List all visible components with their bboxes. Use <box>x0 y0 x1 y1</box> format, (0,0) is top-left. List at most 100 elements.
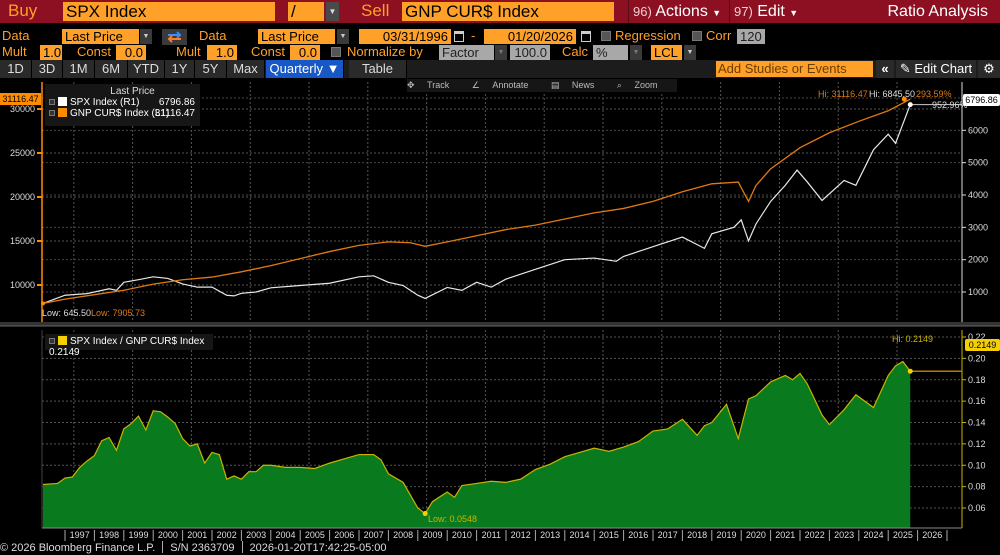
data2-dropdown-icon[interactable]: ▼ <box>337 29 349 44</box>
normalize-label: Normalize by <box>347 44 423 59</box>
calendar-icon[interactable] <box>581 31 591 42</box>
period-1m[interactable]: 1M <box>63 60 95 78</box>
spx-low-label: Low: 645.50 <box>42 308 92 318</box>
svg-text:15000: 15000 <box>10 236 35 246</box>
sell-security-input[interactable]: GNP CUR$ Index <box>402 2 614 21</box>
actions-menu[interactable]: 96) Actions ▼ <box>628 0 728 23</box>
svg-text:0.20: 0.20 <box>968 353 986 363</box>
edit-menu[interactable]: 97) Edit ▼ <box>729 0 804 23</box>
frequency-select[interactable]: Quarterly ▼ <box>266 60 344 78</box>
svg-text:0.18: 0.18 <box>968 375 986 385</box>
const2-label: Const <box>251 44 285 59</box>
svg-text:2025: 2025 <box>893 530 913 540</box>
svg-text:2014: 2014 <box>569 530 589 540</box>
svg-text:2012: 2012 <box>511 530 531 540</box>
swap-securities-button[interactable] <box>162 29 187 45</box>
legend-item-gnp[interactable]: GNP CUR$ Index (L1) 31116.47 <box>49 108 196 119</box>
svg-text:0.12: 0.12 <box>968 439 986 449</box>
header-bar: Buy SPX Index / ▼ Sell GNP CUR$ Index 96… <box>0 0 1000 23</box>
normalize-method-select[interactable]: Factor <box>439 45 494 60</box>
gnp-change-label: 293.59% <box>916 89 952 99</box>
period-6m[interactable]: 6M <box>95 60 128 78</box>
currency-select[interactable]: LCL <box>651 45 682 60</box>
chevron-down-icon: ▼ <box>712 8 722 18</box>
corr-window-input[interactable]: 120 <box>737 29 765 44</box>
buy-label: Buy <box>8 1 38 20</box>
news-icon: ▤ <box>550 80 562 90</box>
buy-security-input[interactable]: SPX Index <box>63 2 275 21</box>
gnp-high-label: Hi: 31116.47 <box>818 89 868 99</box>
period-3d[interactable]: 3D <box>32 60 63 78</box>
mult1-label: Mult <box>2 44 27 59</box>
period-1d[interactable]: 1D <box>0 60 32 78</box>
svg-text:6000: 6000 <box>968 125 988 135</box>
svg-text:2000: 2000 <box>158 530 178 540</box>
svg-text:2002: 2002 <box>217 530 237 540</box>
svg-text:2007: 2007 <box>364 530 384 540</box>
serial-number: S/N 2363709 <box>170 542 235 554</box>
svg-text:0.06: 0.06 <box>968 503 986 513</box>
period-ytd[interactable]: YTD <box>128 60 165 78</box>
svg-text:20000: 20000 <box>10 192 35 202</box>
chart-tools: ✥ Track ∠ Annotate ▤ News ⌕ Zoom <box>407 79 678 92</box>
table-button[interactable]: Table <box>349 60 407 78</box>
const2-input[interactable]: 0.0 <box>290 45 320 60</box>
normalize-amount-input[interactable]: 100.0 <box>510 45 550 60</box>
chevron-down-icon: ▼ <box>789 8 799 18</box>
legend-toggle-icon[interactable] <box>49 338 55 344</box>
gnp-last-value-tag: 31116.47 <box>0 93 41 105</box>
chart-canvas[interactable]: 10000 15000 20000 25000 30000 1000 2000 3000 400… <box>0 78 1000 541</box>
svg-text:2016: 2016 <box>628 530 648 540</box>
line-icon: ∠ <box>471 80 483 90</box>
mult2-input[interactable]: 1.0 <box>207 45 237 60</box>
normalize-dropdown-icon[interactable]: ▼ <box>495 45 507 60</box>
svg-text:0.08: 0.08 <box>968 482 986 492</box>
crosshair-icon: ✥ <box>407 80 418 90</box>
data1-dropdown-icon[interactable]: ▼ <box>140 29 152 44</box>
calendar-icon[interactable] <box>454 31 464 42</box>
collapse-button[interactable]: « <box>876 60 894 78</box>
corr-label: Corr <box>706 28 732 43</box>
svg-text:0.14: 0.14 <box>968 418 986 428</box>
svg-text:0.16: 0.16 <box>968 396 986 406</box>
mult2-label: Mult <box>176 44 201 59</box>
svg-text:2015: 2015 <box>599 530 619 540</box>
ratio-last-value-tag: 0.2149 <box>965 339 1000 351</box>
svg-text:2004: 2004 <box>275 530 295 540</box>
annotate-tool[interactable]: ∠ Annotate <box>471 80 529 90</box>
start-date-input[interactable]: 03/31/1996 <box>359 29 451 44</box>
ratio-low-label: Low: 0.0548 <box>428 514 478 524</box>
period-1y[interactable]: 1Y <box>165 60 195 78</box>
svg-text:2024: 2024 <box>863 530 883 540</box>
legend-toggle-icon[interactable] <box>49 110 55 116</box>
const1-input[interactable]: 0.0 <box>116 45 146 60</box>
period-5y[interactable]: 5Y <box>195 60 227 78</box>
svg-text:2006: 2006 <box>334 530 354 540</box>
add-studies-input[interactable]: Add Studies or Events <box>716 61 873 77</box>
copyright: © 2026 Bloomberg Finance L.P. <box>0 542 156 554</box>
normalize-checkbox[interactable] <box>331 47 341 57</box>
mult1-input[interactable]: 1.0 <box>40 45 62 60</box>
swap-arrows-icon <box>167 31 182 43</box>
edit-chart-button[interactable]: ✎ Edit Chart <box>896 60 976 78</box>
gear-icon[interactable]: ⚙ <box>978 60 1000 78</box>
zoom-tool[interactable]: ⌕ Zoom <box>616 80 658 90</box>
calc-dropdown-icon[interactable]: ▼ <box>630 45 642 60</box>
legend-item-spx[interactable]: SPX Index (R1) 6796.86 <box>49 97 196 108</box>
legend-swatch <box>58 97 67 106</box>
spx-last-value-tag: 6796.86 <box>963 94 1000 106</box>
period-max[interactable]: Max <box>227 60 265 78</box>
end-date-input[interactable]: 01/20/2026 <box>484 29 576 44</box>
operator-select[interactable]: / <box>288 2 324 21</box>
regression-checkbox[interactable] <box>601 31 611 41</box>
data1-select[interactable]: Last Price <box>62 29 139 44</box>
operator-dropdown-icon[interactable]: ▼ <box>326 2 339 21</box>
data2-select[interactable]: Last Price <box>258 29 335 44</box>
legend-toggle-icon[interactable] <box>49 99 55 105</box>
track-tool[interactable]: ✥ Track <box>407 80 450 90</box>
news-tool[interactable]: ▤ News <box>550 80 595 90</box>
corr-checkbox[interactable] <box>692 31 702 41</box>
chart-toolbar: 1D 3D 1M 6M YTD 1Y 5Y Max Quarterly ▼ Ta… <box>0 60 1000 78</box>
currency-dropdown-icon[interactable]: ▼ <box>684 45 696 60</box>
calc-select[interactable]: % <box>593 45 628 60</box>
